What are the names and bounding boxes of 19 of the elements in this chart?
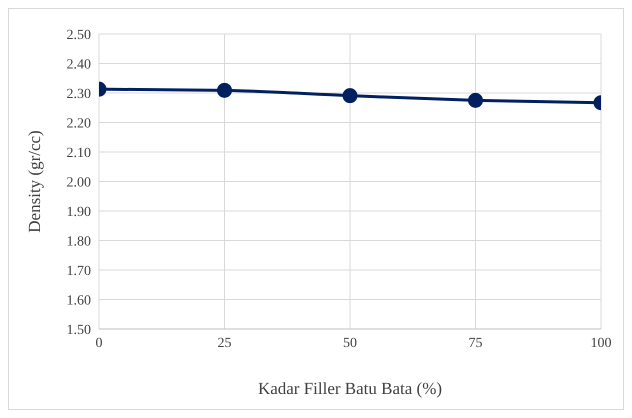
y-axis-title: Density (gr/cc) [25,130,44,233]
y-tick-label: 2.00 [66,175,91,190]
x-tick-label: 0 [96,336,102,351]
y-tick-label: 2.10 [66,146,91,161]
x-tick-label: 25 [218,336,232,351]
y-tick-label: 1.90 [66,204,91,220]
y-tick-label: 1.60 [66,293,91,308]
x-axis-title: Kadar Filler Batu Bata (%) [258,379,442,398]
y-tick-label: 1.80 [66,234,91,250]
x-tick-label: 100 [590,336,612,351]
y-tick-label: 1.50 [66,322,91,338]
x-tick-label: 50 [343,336,357,351]
y-tick-label: 2.40 [66,57,91,72]
y-tick-label: 1.70 [66,264,91,279]
y-tick-label: 2.50 [66,28,91,43]
y-tick-label: 2.20 [66,116,91,132]
y-tick-label: 2.30 [66,86,91,102]
x-tick-label: 75 [468,336,482,351]
point [342,88,358,104]
